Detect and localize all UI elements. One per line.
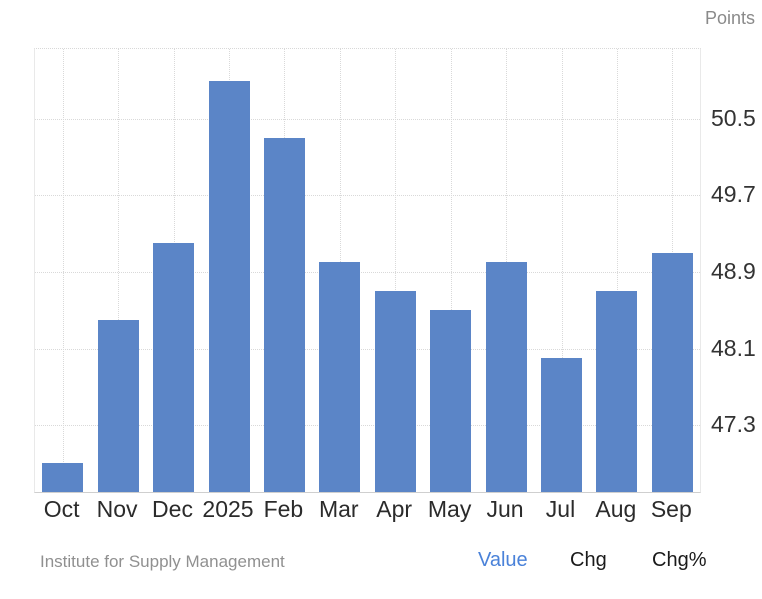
x-tick-label: Sep: [650, 496, 692, 522]
x-tick-label: Jul: [545, 496, 576, 522]
h-gridline: [35, 118, 700, 120]
y-tick-label: 49.7: [711, 181, 756, 208]
x-tick-label: Jun: [486, 496, 524, 522]
bar-jul[interactable]: [541, 358, 582, 492]
bar-dec[interactable]: [153, 243, 194, 492]
h-gridline: [35, 348, 700, 350]
bar-oct[interactable]: [42, 463, 84, 492]
v-gridline: [616, 49, 618, 492]
h-gridline: [35, 195, 700, 197]
v-gridline: [561, 49, 563, 492]
x-tick-label: Mar: [318, 496, 359, 522]
h-gridline: [35, 425, 700, 426]
y-axis-unit-label: Points: [704, 8, 755, 28]
x-tick-label: Aug: [595, 496, 637, 522]
bar-nov[interactable]: [97, 319, 139, 492]
bar-jun[interactable]: [485, 262, 527, 492]
bar-may[interactable]: [430, 310, 472, 492]
v-gridline: [395, 49, 397, 492]
y-tick-label: 47.3: [711, 411, 756, 437]
bar-aug[interactable]: [596, 291, 638, 492]
h-gridline: [35, 271, 700, 273]
bar-sep[interactable]: [651, 252, 693, 492]
plot-area: [34, 48, 701, 493]
tab-chg[interactable]: Chg: [570, 549, 607, 571]
x-tick-label: Dec: [152, 496, 193, 522]
tab-chg-percent[interactable]: Chg%: [652, 549, 707, 571]
y-tick-label: 48.9: [711, 257, 756, 284]
source-attribution: Institute for Supply Management: [40, 552, 285, 571]
bar-2025[interactable]: [208, 80, 250, 492]
bar-apr[interactable]: [374, 291, 416, 492]
bar-feb[interactable]: [263, 138, 305, 492]
x-tick-label: Oct: [43, 496, 80, 522]
tab-value[interactable]: Value: [478, 549, 528, 571]
x-tick-label: Apr: [376, 496, 413, 522]
x-tick-label: 2025: [202, 496, 254, 522]
bar-mar[interactable]: [319, 262, 361, 492]
y-tick-label: 50.5: [711, 104, 756, 131]
v-gridline: [450, 49, 452, 492]
x-tick-label: Nov: [96, 496, 138, 522]
x-tick-label: Feb: [263, 496, 304, 522]
x-tick-label: May: [427, 496, 472, 522]
v-gridline: [118, 49, 120, 492]
v-gridline: [62, 49, 64, 492]
y-tick-label: 48.1: [711, 334, 756, 361]
